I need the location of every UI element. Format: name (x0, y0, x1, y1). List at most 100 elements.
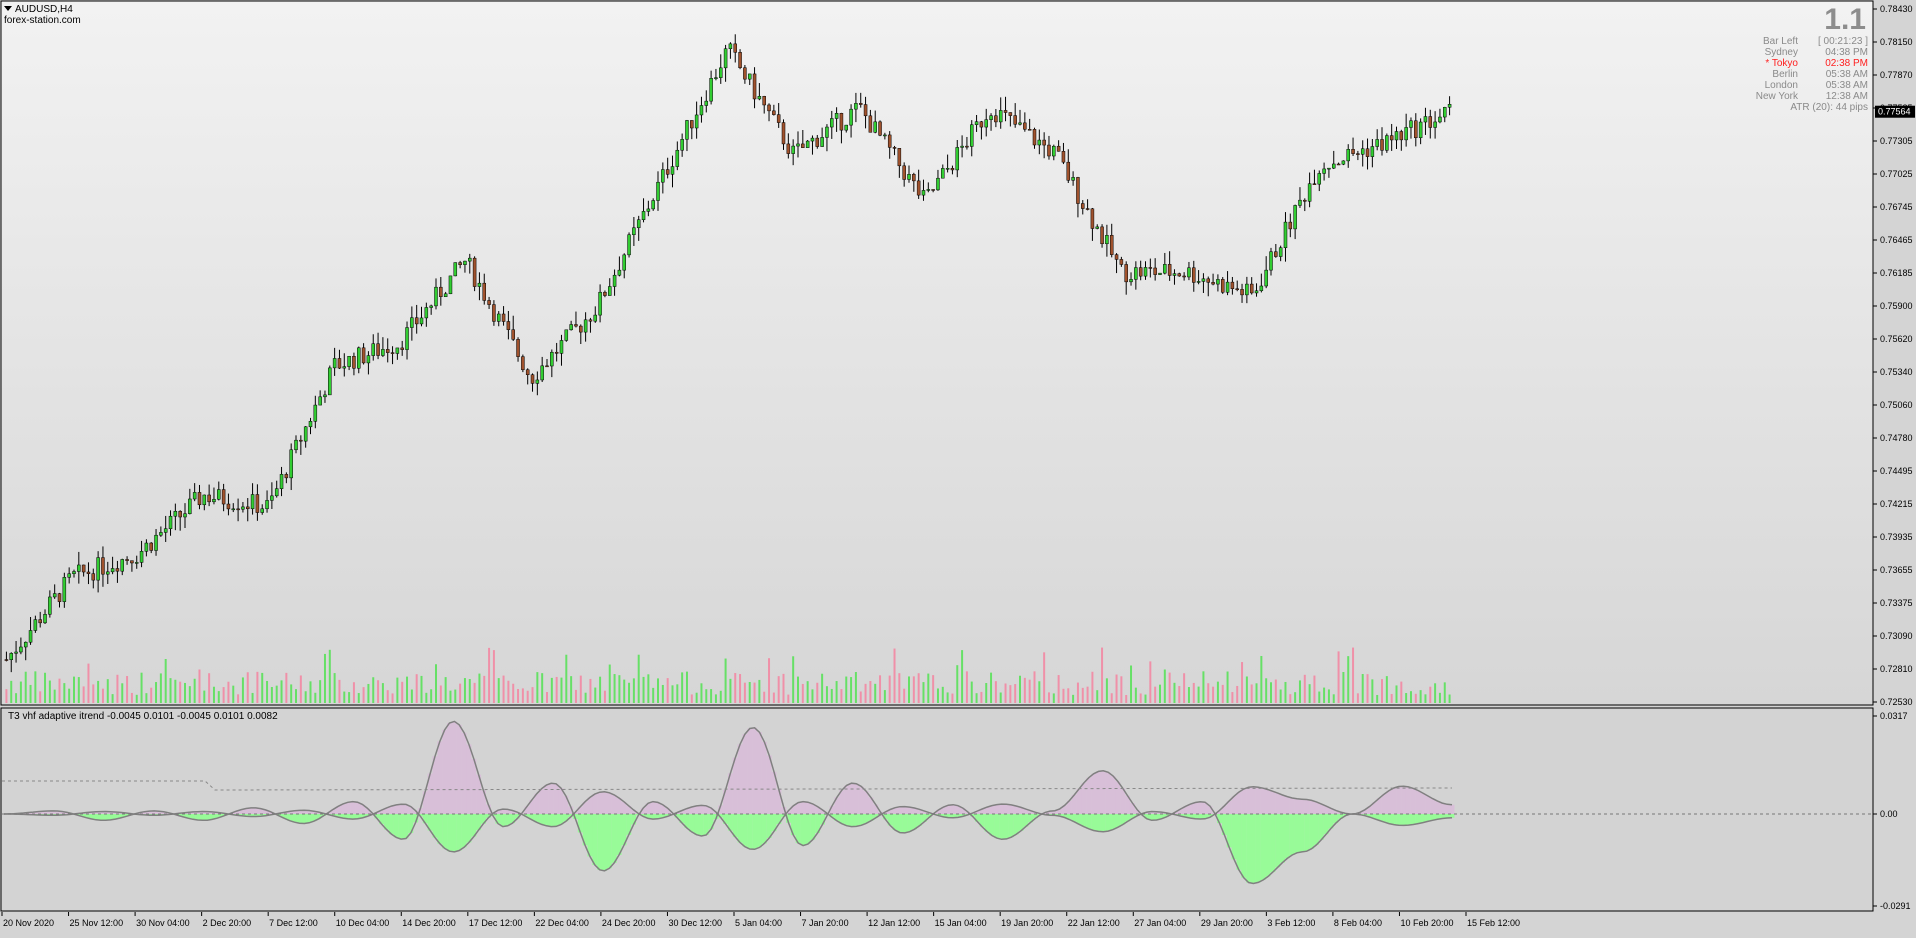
candle-body (550, 351, 554, 367)
candle-body (106, 571, 110, 575)
candle-body (685, 120, 689, 140)
candle-body (414, 317, 419, 325)
candle-body (965, 145, 969, 148)
candle-body (1235, 288, 1239, 290)
time-tick-label: 10 Feb 20:00 (1400, 918, 1453, 928)
candle-body (564, 329, 569, 341)
candle-body (1042, 139, 1046, 146)
candle-body (622, 254, 626, 271)
candle-body (381, 349, 385, 356)
candle-body (1404, 127, 1408, 141)
candle-body (487, 300, 491, 305)
candle-body (849, 108, 853, 126)
candle-body (1360, 148, 1365, 155)
candle-body (1346, 149, 1350, 162)
candle-body (168, 515, 173, 529)
price-tick-label: 0.73935 (1880, 532, 1913, 542)
candle-body (830, 118, 834, 128)
time-tick-label: 22 Dec 04:00 (535, 918, 589, 928)
candle-body (680, 139, 684, 151)
candle-body (839, 113, 844, 131)
candle-body (545, 365, 549, 368)
session-value: 04:38 PM (1825, 47, 1868, 58)
candle-body (612, 274, 617, 287)
candle-body (588, 319, 593, 322)
candle-body (279, 474, 284, 489)
candle-body (1438, 116, 1442, 123)
candle-body (960, 145, 964, 148)
candle-body (77, 564, 81, 572)
candle-body (974, 121, 979, 125)
candle-body (1428, 116, 1433, 128)
candle-body (1254, 290, 1259, 294)
candle-body (192, 492, 197, 500)
candle-body (1312, 183, 1317, 185)
candle-body (1182, 275, 1186, 278)
indicator-area[interactable] (0, 707, 1874, 912)
candle-body (134, 562, 139, 564)
candle-body (579, 325, 583, 333)
candle-body (1365, 148, 1370, 157)
candle-body (371, 343, 375, 356)
candle-body (791, 145, 795, 154)
candle-body (453, 262, 458, 277)
candle-body (144, 542, 149, 552)
level-line (2, 780, 1453, 791)
candle-body (429, 305, 433, 308)
candle-body (62, 577, 67, 602)
price-tick-label: 0.78430 (1880, 4, 1913, 14)
indicator-signal-line (4, 786, 1453, 853)
candle-body (752, 73, 757, 100)
candle-body (1380, 139, 1384, 151)
candle-body (1027, 129, 1032, 131)
main-chart-area[interactable] (0, 0, 1874, 706)
candle-body (1259, 285, 1264, 292)
candle-body (1134, 267, 1138, 280)
dropdown-triangle-icon[interactable] (4, 6, 12, 11)
candle-body (554, 351, 559, 354)
candle-body (955, 147, 960, 171)
candle-body (294, 439, 298, 451)
candle-body (1114, 254, 1119, 260)
candle-body (1119, 259, 1124, 265)
indicator-line (3, 720, 1453, 885)
symbol-label: AUDUSD,H4 (15, 4, 73, 15)
candle-body (241, 506, 245, 510)
candle-body (805, 140, 810, 148)
candle-body (1351, 149, 1355, 154)
candle-body (270, 495, 274, 501)
candle-body (945, 168, 950, 170)
candle-body (448, 275, 453, 295)
candle-body (767, 104, 771, 112)
candle-body (501, 313, 506, 322)
candle-body (337, 358, 342, 369)
candle-body (994, 115, 998, 123)
price-tick-label: 0.75340 (1880, 367, 1913, 377)
candle-body (641, 211, 646, 220)
candle-body (1418, 121, 1423, 139)
candle-body (525, 369, 530, 375)
candle-body (221, 489, 226, 505)
current-price-badge (1875, 105, 1915, 118)
candle-body (607, 286, 612, 296)
candle-body (289, 449, 293, 479)
session-row-sydney: Sydney 04:38 PM (1728, 47, 1868, 58)
candle-body (395, 347, 400, 354)
candle-body (207, 494, 211, 503)
candle-body (1138, 267, 1143, 277)
time-tick-label: 14 Dec 20:00 (402, 918, 456, 928)
candle-body (212, 498, 216, 503)
candle-body (1433, 121, 1437, 128)
candle-body (1211, 282, 1215, 285)
candle-body (796, 143, 800, 147)
candle-body (1249, 283, 1254, 294)
candle-body (14, 651, 18, 654)
candle-body (357, 347, 361, 369)
candle-body (892, 147, 897, 149)
candle-body (1047, 144, 1051, 157)
candle-body (883, 134, 887, 137)
candle-body (236, 508, 240, 511)
candle-body (1399, 131, 1404, 141)
